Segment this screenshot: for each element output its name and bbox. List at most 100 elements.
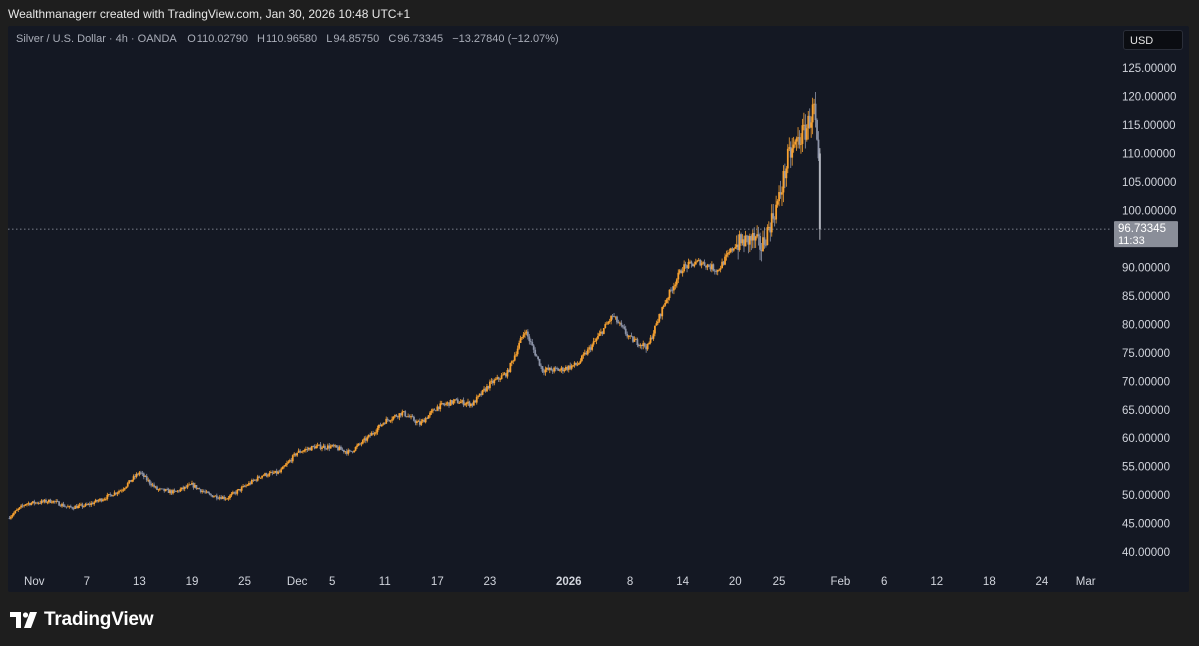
candle-body	[237, 489, 240, 491]
x-tick-label: Nov	[24, 576, 45, 588]
candle-body	[198, 488, 201, 490]
candle-body	[135, 473, 138, 477]
candle-body	[160, 488, 163, 490]
candle-body	[69, 506, 72, 508]
x-tick-label: 23	[484, 576, 497, 588]
price-chart[interactable]: 125.00000 120.00000 115.00000 110.00000 105.…	[8, 26, 1189, 592]
candle-body	[620, 322, 623, 326]
x-tick-label: 25	[773, 576, 786, 588]
candle-body	[342, 449, 345, 452]
x-tick-label: 17	[431, 576, 444, 588]
candle-body	[465, 403, 468, 405]
candle-body	[649, 337, 652, 343]
candle-body	[277, 471, 280, 474]
candle-body	[107, 493, 110, 495]
candle-body	[394, 415, 396, 417]
candle-body	[286, 463, 288, 465]
candle-body	[643, 343, 646, 347]
candle-body	[810, 122, 813, 128]
candle-body	[678, 270, 681, 273]
candle-body	[227, 498, 230, 499]
candle-body	[115, 492, 117, 494]
candle-body	[500, 375, 503, 380]
candle-body	[451, 400, 453, 404]
candle-body	[433, 409, 436, 411]
candle-body	[71, 507, 74, 509]
candle-body	[175, 491, 177, 492]
candle-body	[798, 137, 801, 145]
candle-body	[369, 434, 372, 436]
candle-body	[64, 506, 66, 508]
x-tick-label: 6	[881, 576, 887, 588]
y-tick-label: 90.00000	[1122, 262, 1170, 274]
candle-body	[750, 236, 753, 241]
currency-button[interactable]: USD	[1123, 30, 1183, 50]
candle-body	[807, 115, 810, 129]
candle-body	[215, 495, 218, 499]
candle-body	[610, 315, 613, 321]
candle-body	[307, 447, 310, 450]
candle-body	[96, 499, 98, 502]
candle-body	[380, 424, 383, 427]
candle-body	[169, 490, 171, 493]
candle-body	[186, 485, 189, 488]
candle-body	[566, 366, 569, 370]
candle-body	[281, 467, 284, 470]
candle-body	[581, 355, 583, 361]
candle-body	[118, 491, 120, 493]
candle-body	[211, 495, 214, 498]
candle-body	[599, 331, 602, 334]
candle-body	[93, 502, 96, 505]
candle-body	[264, 473, 266, 476]
candle-body	[72, 508, 75, 510]
tradingview-brand[interactable]: TradingView	[10, 609, 154, 631]
candle-body	[176, 490, 179, 492]
candle-body	[382, 423, 385, 425]
candle-body	[383, 423, 386, 425]
candle-body	[240, 487, 243, 491]
candle-body	[231, 492, 234, 494]
candle-body	[248, 482, 250, 486]
y-tick-label: 40.00000	[1122, 547, 1170, 559]
candle-body	[347, 450, 350, 454]
candle-body	[207, 491, 209, 494]
candle-body	[213, 496, 215, 498]
candle-body	[156, 486, 158, 490]
candle-body	[398, 413, 401, 418]
candle-body	[161, 488, 164, 490]
candle-body	[318, 444, 320, 446]
candle-body	[261, 475, 263, 478]
chart-panel[interactable]: 125.00000 120.00000 115.00000 110.00000 105.…	[8, 26, 1189, 592]
candle-body	[90, 503, 93, 505]
candle-body	[139, 472, 142, 474]
candle-body	[607, 321, 610, 324]
y-tick-label: 85.00000	[1122, 291, 1170, 303]
candle-body	[242, 486, 245, 488]
candle-body	[302, 451, 304, 452]
candle-body	[77, 505, 79, 509]
candle-body	[664, 303, 667, 306]
candle-body	[461, 400, 464, 402]
candle-body	[762, 237, 764, 251]
candle-body	[27, 503, 30, 504]
candle-body	[177, 490, 180, 492]
candle-body	[505, 373, 507, 377]
close-value: 96.73345	[397, 33, 444, 45]
candle-body	[274, 470, 277, 473]
candle-body	[665, 299, 668, 304]
candle-body	[585, 352, 588, 355]
candle-body	[624, 328, 627, 334]
candle-body	[592, 341, 595, 345]
candle-body	[512, 360, 515, 362]
candle-body	[214, 495, 217, 497]
candle-body	[47, 499, 50, 502]
candle-body	[351, 451, 354, 453]
candle-body	[759, 235, 761, 250]
candle-body	[378, 424, 380, 429]
candle-body	[668, 289, 671, 299]
candle-body	[192, 483, 195, 488]
candle-body	[323, 445, 326, 449]
candle-body	[808, 115, 811, 128]
candle-body	[645, 346, 648, 350]
candle-body	[340, 446, 342, 450]
